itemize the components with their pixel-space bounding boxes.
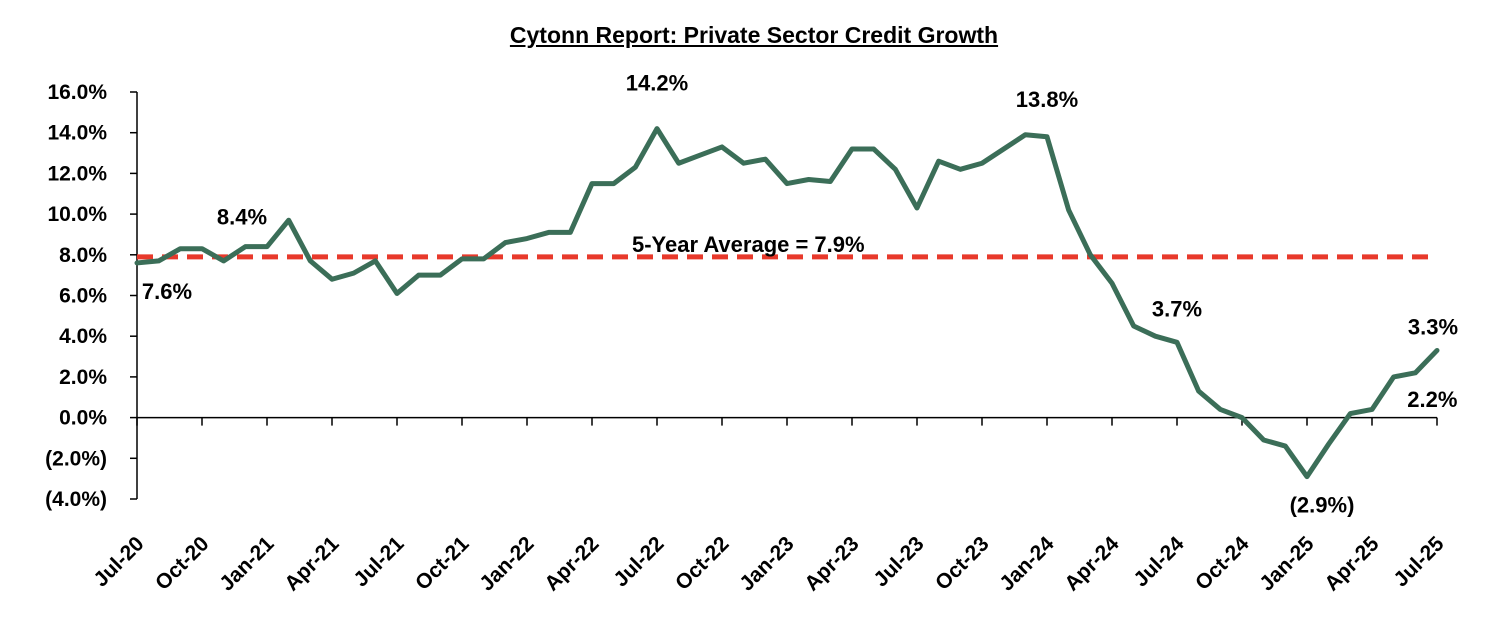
x-axis-ticks: Jul-20 Oct-20 Jan-21 Apr-21 Jul-21 Oct-21 Jan-…	[89, 417, 1449, 596]
axes	[136, 92, 1437, 499]
x-tick-label: Apr-22	[540, 532, 603, 595]
data-label: 3.7%	[1152, 296, 1202, 321]
x-tick-label: Jan-25	[1255, 532, 1319, 596]
x-tick-label: Oct-20	[151, 532, 213, 594]
x-tick-label: Jul-24	[1129, 532, 1188, 591]
data-label: 14.2%	[626, 71, 688, 96]
x-tick-label: Oct-22	[671, 532, 733, 594]
y-tick-label: (2.0%)	[45, 447, 107, 470]
average-line-group: 5-Year Average = 7.9%	[137, 232, 1437, 260]
data-label: 3.3%	[1408, 314, 1458, 339]
x-tick-label: Jan-22	[475, 532, 538, 595]
x-tick-label: Apr-21	[280, 532, 344, 596]
average-label: 5-Year Average = 7.9%	[632, 232, 865, 257]
x-tick-label: Apr-24	[1060, 532, 1124, 596]
y-tick-label: 12.0%	[47, 162, 107, 185]
x-tick-label: Jan-24	[995, 532, 1059, 596]
data-label: 2.2%	[1407, 387, 1457, 412]
x-tick-label: Oct-24	[1191, 532, 1254, 595]
x-tick-label: Apr-23	[800, 532, 863, 595]
y-tick-label: 10.0%	[47, 203, 107, 226]
y-axis-ticks: 16.0% 14.0% 12.0% 10.0% 8.0% 6.0% 4.0% 2.0% 0.0%…	[45, 81, 137, 511]
y-tick-label: 16.0%	[47, 81, 107, 104]
x-tick-label: Jul-22	[609, 532, 668, 591]
data-label: 13.8%	[1016, 87, 1078, 112]
x-tick-label: Jul-23	[869, 532, 928, 591]
y-tick-label: 0.0%	[59, 407, 107, 430]
y-tick-label: (4.0%)	[45, 488, 107, 511]
y-tick-label: 4.0%	[59, 325, 107, 348]
y-tick-label: 14.0%	[47, 122, 107, 145]
x-tick-label: Jul-25	[1389, 532, 1448, 591]
data-label: (2.9%)	[1290, 493, 1355, 518]
data-label: 7.6%	[142, 279, 192, 304]
y-tick-label: 6.0%	[59, 285, 107, 308]
series-group	[134, 126, 1440, 480]
y-tick-label: 2.0%	[59, 366, 107, 389]
x-tick-label: Apr-25	[1320, 532, 1384, 596]
chart-title: Cytonn Report: Private Sector Credit Gro…	[509, 22, 999, 48]
x-tick-label: Jul-20	[89, 532, 148, 591]
series-line	[134, 126, 1440, 480]
x-tick-label: Jan-21	[215, 532, 279, 596]
x-tick-label: Oct-23	[931, 532, 993, 594]
x-tick-label: Jan-23	[735, 532, 798, 595]
x-tick-label: Oct-21	[411, 532, 474, 595]
data-labels-group: 7.6% 8.4% 14.2% 13.8% 3.7% (2.9%) 2.2% 3.3%	[142, 71, 1458, 518]
x-tick-label: Jul-21	[349, 532, 408, 591]
data-label: 8.4%	[217, 205, 267, 230]
y-tick-label: 8.0%	[59, 244, 107, 267]
